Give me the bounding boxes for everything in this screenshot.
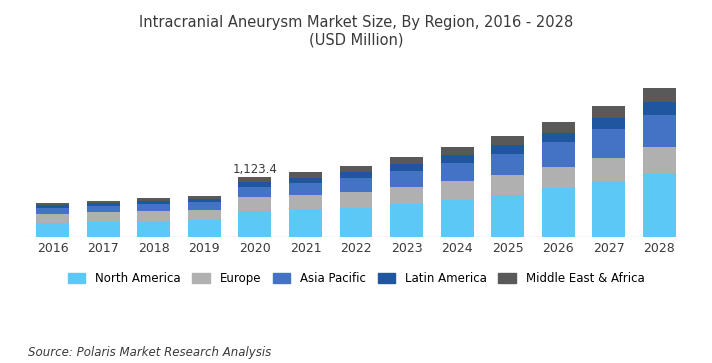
Bar <box>542 122 575 132</box>
Bar <box>36 223 69 237</box>
Bar <box>542 167 575 188</box>
Bar <box>137 198 170 201</box>
Bar <box>643 115 676 147</box>
Bar <box>491 136 524 145</box>
Bar <box>390 157 423 164</box>
Bar <box>542 142 575 167</box>
Bar <box>289 209 322 237</box>
Text: Source: Polaris Market Research Analysis: Source: Polaris Market Research Analysis <box>28 346 272 359</box>
Bar <box>289 195 322 209</box>
Bar <box>239 177 271 182</box>
Bar <box>390 204 423 237</box>
Bar <box>36 205 69 208</box>
Bar <box>643 147 676 174</box>
Bar <box>491 145 524 154</box>
Bar <box>441 147 473 155</box>
Bar <box>592 129 625 158</box>
Bar <box>542 132 575 142</box>
Bar <box>340 178 372 192</box>
Bar <box>87 206 120 212</box>
Bar <box>239 211 271 237</box>
Bar <box>340 192 372 208</box>
Bar <box>137 201 170 204</box>
Bar <box>36 208 69 214</box>
Bar <box>441 200 473 237</box>
Bar <box>36 203 69 205</box>
Bar <box>592 158 625 182</box>
Bar <box>188 199 221 202</box>
Bar <box>441 163 473 181</box>
Bar <box>340 208 372 237</box>
Bar <box>137 204 170 211</box>
Bar <box>592 106 625 118</box>
Bar <box>87 212 120 222</box>
Bar <box>289 172 322 178</box>
Bar <box>491 195 524 237</box>
Bar <box>643 88 676 102</box>
Bar <box>592 182 625 237</box>
Bar <box>491 154 524 175</box>
Bar <box>239 182 271 187</box>
Bar <box>36 214 69 223</box>
Bar <box>643 174 676 237</box>
Title: Intracranial Aneurysm Market Size, By Region, 2016 - 2028
(USD Million): Intracranial Aneurysm Market Size, By Re… <box>139 15 573 48</box>
Bar <box>188 220 221 237</box>
Bar <box>289 178 322 183</box>
Bar <box>441 181 473 200</box>
Bar <box>188 210 221 220</box>
Bar <box>390 187 423 204</box>
Bar <box>188 202 221 210</box>
Text: 1,123.4: 1,123.4 <box>232 163 278 176</box>
Bar <box>137 211 170 221</box>
Bar <box>340 172 372 178</box>
Bar <box>340 166 372 172</box>
Bar <box>643 102 676 115</box>
Bar <box>239 187 271 197</box>
Bar <box>87 222 120 237</box>
Bar <box>188 196 221 199</box>
Bar <box>390 171 423 187</box>
Bar <box>390 164 423 171</box>
Bar <box>137 221 170 237</box>
Bar <box>441 155 473 163</box>
Legend: North America, Europe, Asia Pacific, Latin America, Middle East & Africa: North America, Europe, Asia Pacific, Lat… <box>68 272 644 285</box>
Bar <box>87 203 120 206</box>
Bar <box>289 183 322 195</box>
Bar <box>592 118 625 129</box>
Bar <box>239 197 271 211</box>
Bar <box>491 175 524 195</box>
Bar <box>87 201 120 203</box>
Bar <box>542 188 575 237</box>
